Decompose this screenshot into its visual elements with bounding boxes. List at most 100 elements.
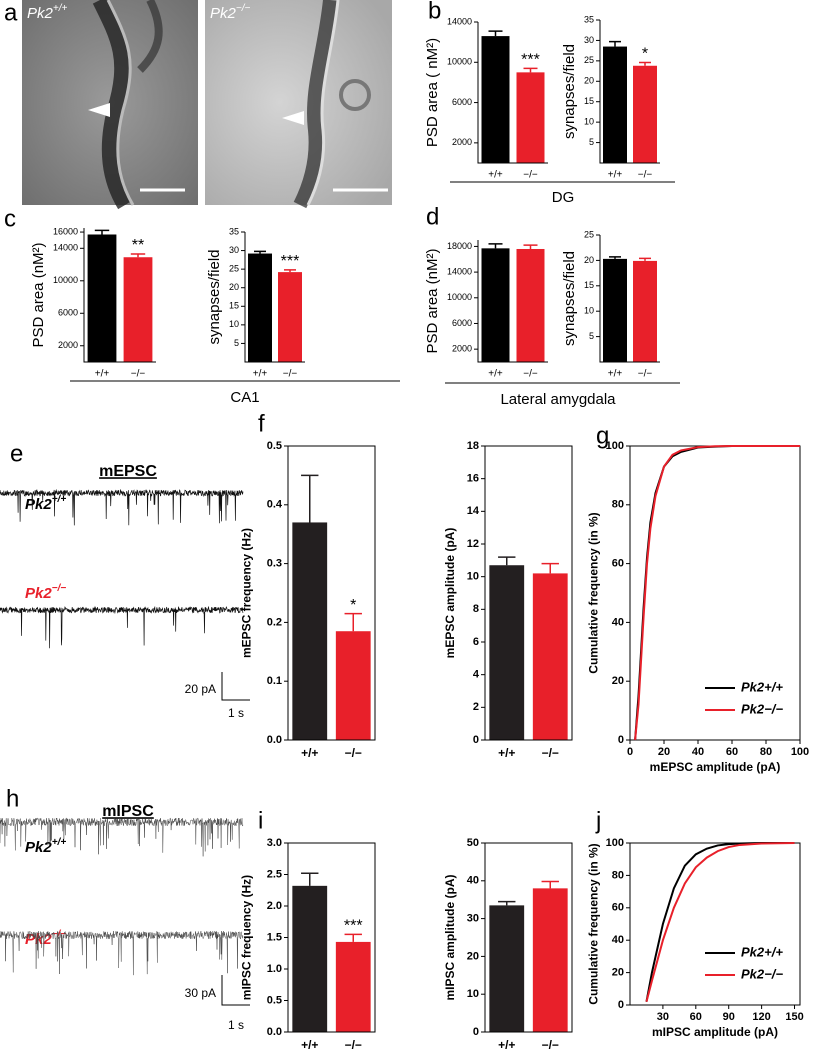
y-tick-label: 3.0 [267, 837, 282, 849]
y-tick-label: 15 [584, 96, 594, 106]
y-tick-label: 30 [229, 245, 239, 255]
scale-label: 20 pA [185, 682, 216, 696]
y-tick-label: 0.0 [267, 734, 282, 746]
genotype-base: Pk2 [27, 5, 54, 22]
y-axis-label: synapses/field [561, 251, 578, 346]
x-axis-label: mEPSC amplitude (pA) [650, 760, 781, 774]
y-tick-label: 20 [584, 76, 594, 86]
y-tick-label: 5 [589, 331, 594, 341]
panel-letter: f [258, 410, 265, 437]
trace-title: mEPSC [99, 463, 157, 480]
bar [123, 257, 153, 362]
trace [0, 817, 244, 857]
genotype-base: Pk2 [210, 5, 237, 22]
axis [83, 228, 156, 363]
genotype-sup: −/− [52, 929, 67, 940]
y-tick-label: 15 [229, 301, 239, 311]
y-tick-label: 14000 [53, 243, 78, 253]
panel-letter: c [4, 205, 16, 232]
y-tick-label: 14 [467, 505, 480, 517]
x-tick-label: −/− [523, 369, 538, 380]
genotype-label: Pk2+/+ [25, 837, 66, 856]
x-tick-label: +/+ [488, 170, 503, 181]
bar [335, 631, 371, 740]
x-tick-label: 40 [692, 746, 704, 758]
x-tick-label: +/+ [253, 369, 268, 380]
x-tick-label: 60 [726, 746, 738, 758]
genotype-base: Pk2 [25, 839, 52, 856]
y-tick-label: 20 [229, 282, 239, 292]
bar [278, 272, 302, 362]
y-tick-label: 10000 [447, 57, 472, 67]
y-tick-label: 10 [229, 319, 239, 329]
y-tick-label: 0 [618, 734, 624, 746]
significance: * [350, 597, 356, 614]
x-tick-label: −/− [131, 369, 146, 380]
y-tick-label: 10 [467, 988, 479, 1000]
x-tick-label: −/− [283, 369, 298, 380]
y-tick-label: 8 [473, 603, 479, 615]
x-tick-label: +/+ [301, 746, 318, 760]
error-bar [609, 40, 621, 47]
error-bar [94, 229, 110, 235]
y-tick-label: 2000 [452, 344, 472, 354]
x-axis-label: mIPSC amplitude (pA) [652, 1025, 778, 1039]
error-bar [639, 61, 651, 66]
error-bar [523, 244, 538, 249]
error-bar [254, 250, 266, 254]
x-tick-label: −/− [523, 170, 538, 181]
scale-label: 1 s [228, 706, 244, 720]
bar [603, 258, 627, 362]
bar [603, 46, 627, 163]
y-tick-label: 10 [584, 117, 594, 127]
panel-letter: g [596, 422, 609, 449]
scale-bar [221, 975, 250, 1006]
y-tick-label: 100 [606, 440, 624, 452]
bar [489, 905, 525, 1032]
x-tick-label: +/+ [608, 369, 623, 380]
plot-frame [629, 842, 801, 1006]
error-bar [541, 880, 559, 889]
legend-label: Pk2+/+ [741, 679, 783, 694]
y-tick-label: 2.5 [267, 868, 282, 880]
x-tick-label: +/+ [301, 1038, 318, 1050]
y-tick-label: 16000 [53, 226, 78, 236]
y-tick-label: 6000 [452, 318, 472, 328]
x-tick-label: 20 [658, 746, 670, 758]
x-tick-label: 100 [791, 746, 809, 758]
y-tick-label: 0.0 [267, 1026, 282, 1038]
x-tick-label: +/+ [95, 369, 110, 380]
y-tick-label: 14000 [447, 16, 472, 26]
x-tick-label: +/+ [608, 170, 623, 181]
x-tick-label: −/− [345, 746, 362, 760]
error-bar [344, 933, 362, 942]
em-image-ko [205, 0, 392, 209]
significance: ** [132, 237, 144, 254]
error-bar [498, 556, 516, 566]
error-bar [541, 562, 559, 574]
x-tick-label: −/− [638, 170, 653, 181]
cdf-line [634, 445, 800, 741]
genotype-label: Pk2+/+ [25, 494, 66, 513]
y-tick-label: 25 [229, 264, 239, 274]
cdf-line [634, 445, 800, 741]
em-image-wt [22, 0, 198, 210]
x-tick-label: +/+ [488, 369, 503, 380]
panel-letter: a [4, 0, 18, 26]
y-tick-label: 35 [229, 226, 239, 236]
y-tick-label: 4 [473, 669, 480, 681]
y-tick-label: 14000 [447, 266, 472, 276]
y-tick-label: 18000 [447, 241, 472, 251]
legend-label: Pk2−/− [741, 966, 783, 981]
y-tick-label: 40 [612, 616, 624, 628]
y-tick-label: 0 [618, 999, 624, 1011]
x-tick-label: 120 [752, 1011, 770, 1023]
y-axis-label: Cumulative frequency (in %) [587, 843, 601, 1004]
bar [248, 253, 272, 362]
y-tick-label: 5 [589, 137, 594, 147]
y-tick-label: 1.0 [267, 963, 282, 975]
y-tick-label: 25 [584, 55, 594, 65]
group-label: Lateral amygdala [500, 391, 616, 408]
